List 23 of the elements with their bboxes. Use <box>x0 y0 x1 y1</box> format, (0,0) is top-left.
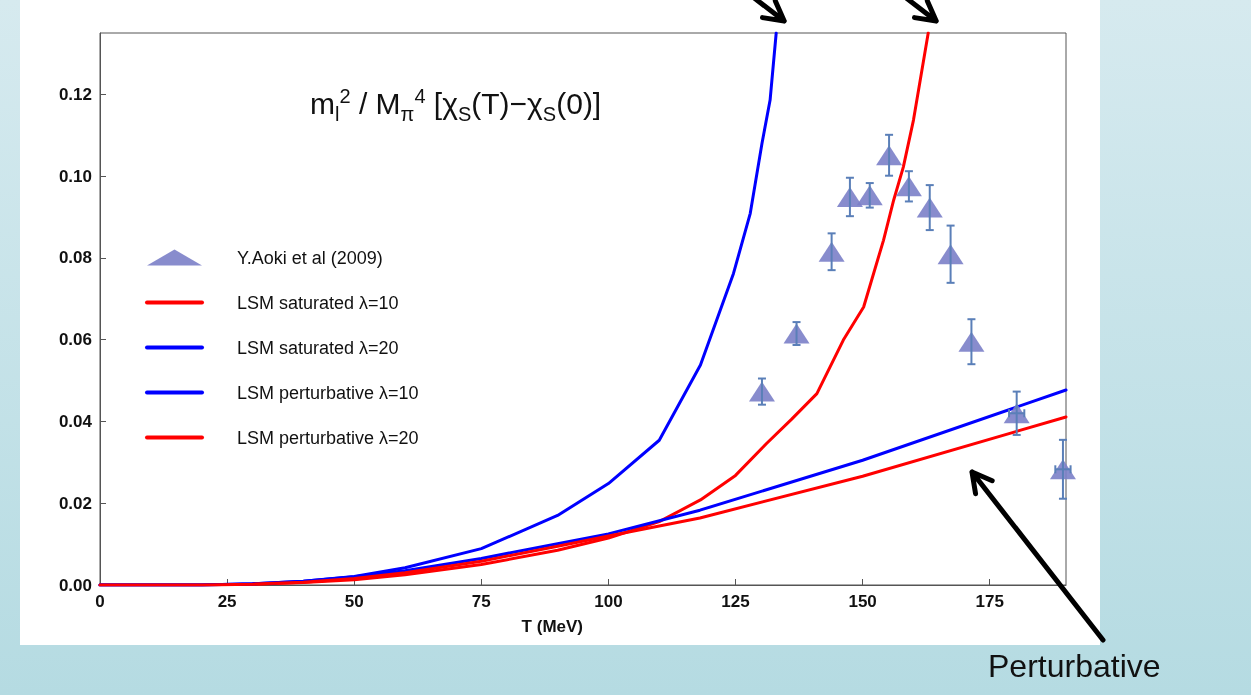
legend-label: LSM saturated λ=20 <box>237 337 399 358</box>
y-tick-label: 0.06 <box>58 330 92 350</box>
x-tick-label: 125 <box>721 592 750 611</box>
y-tick-label: 0.10 <box>58 166 92 186</box>
chart-title: m$_{l}$$^{2}$ / M$_{π}$$^{4}$ [χ$_{S}$(T)−χ$_{S}$(0)] <box>310 85 602 125</box>
legend-label: LSM perturbative λ=10 <box>237 382 419 403</box>
x-axis-title: T (MeV) <box>521 617 583 636</box>
y-tick-label: 0.12 <box>58 84 92 104</box>
x-tick-label: 0 <box>95 592 105 611</box>
y-tick-label: 0.08 <box>58 248 92 268</box>
x-tick-label: 50 <box>344 592 364 611</box>
x-tick-label: 150 <box>848 592 877 611</box>
x-tick-label: 100 <box>594 592 623 611</box>
x-tick-label: 25 <box>217 592 237 611</box>
text: Perturbative <box>988 648 1161 685</box>
legend-label: Y.Aoki et al (2009) <box>237 247 383 268</box>
x-tick-label: 175 <box>975 592 1004 611</box>
legend-label: LSM perturbative λ=20 <box>237 427 419 448</box>
y-tick-label: 0.04 <box>58 411 93 431</box>
y-tick-label: 0.02 <box>58 493 92 513</box>
legend-label: LSM saturated λ=10 <box>237 292 399 313</box>
x-tick-label: 75 <box>471 592 491 611</box>
y-tick-label: 0.00 <box>58 575 92 595</box>
